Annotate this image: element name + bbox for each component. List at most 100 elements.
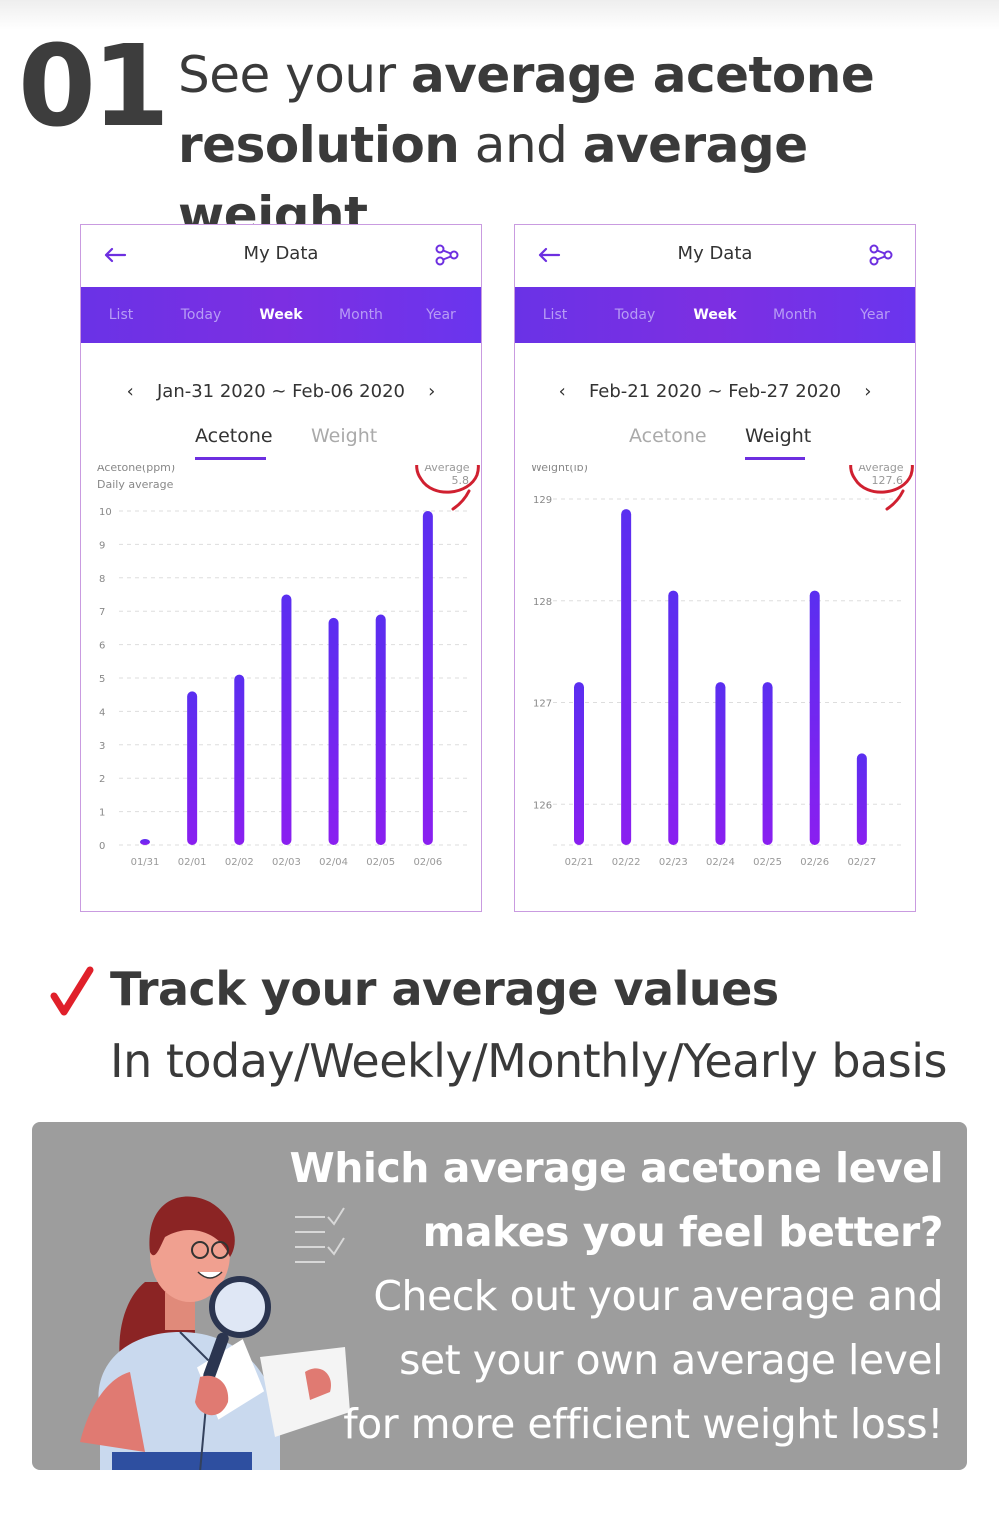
- date-range-row: ‹ Feb-21 2020 ~ Feb-27 2020 ›: [515, 381, 915, 402]
- date-range: Jan-31 2020 ~ Feb-06 2020: [156, 381, 405, 402]
- bar: [234, 674, 245, 845]
- share-icon[interactable]: [867, 241, 895, 269]
- y-tick-label: 0: [99, 841, 105, 852]
- y-axis-label-2: Daily average: [97, 478, 174, 491]
- average-circle: [415, 465, 480, 511]
- back-arrow-icon[interactable]: [101, 241, 129, 269]
- bar: [715, 682, 726, 845]
- chevron-right-icon[interactable]: ›: [428, 381, 436, 402]
- bar: [140, 839, 150, 845]
- segment-weight[interactable]: Weight: [745, 425, 812, 447]
- tab-today[interactable]: Today: [180, 307, 222, 323]
- bar: [187, 691, 198, 845]
- chevron-left-icon[interactable]: ‹: [126, 381, 134, 402]
- segment-acetone[interactable]: Acetone: [195, 425, 273, 447]
- y-axis-label: Acetone(ppm): [97, 465, 175, 474]
- average-label: Average: [424, 465, 469, 474]
- chevron-left-icon[interactable]: ‹: [558, 381, 566, 402]
- weight-chart: Weight(lb) 126 127 128 129 02/21 02/22 02/23 02/…: [531, 465, 914, 868]
- tab-list[interactable]: List: [108, 307, 134, 323]
- step-number: 01: [18, 22, 170, 152]
- metric-switch: Acetone Weight: [81, 425, 481, 461]
- y-tick-label: 8: [99, 574, 105, 585]
- y-tick-label: 6: [99, 641, 105, 652]
- bar: [762, 682, 773, 845]
- y-axis-label: Weight(lb): [531, 465, 588, 474]
- x-tick-label: 01/31: [131, 857, 160, 868]
- date-range-row: ‹ Jan-31 2020 ~ Feb-06 2020 ›: [81, 381, 481, 402]
- headline-bold-2: resolution: [178, 116, 460, 174]
- y-tick-label: 10: [99, 507, 112, 518]
- tab-today[interactable]: Today: [614, 307, 656, 323]
- app-bar: My Data: [515, 225, 915, 287]
- y-tick-label: 7: [99, 607, 105, 618]
- segment-acetone[interactable]: Acetone: [629, 425, 707, 447]
- promo-text: Which average acetone level makes you fe…: [289, 1136, 943, 1456]
- tab-month[interactable]: Month: [339, 307, 383, 323]
- app-bar: My Data: [81, 225, 481, 287]
- x-tick-label: 02/26: [800, 857, 829, 868]
- x-tick-label: 02/21: [565, 857, 594, 868]
- track-heading: Track your average values: [110, 962, 779, 1016]
- tab-year[interactable]: Year: [426, 307, 456, 323]
- promo-body-2: set your own average level: [399, 1336, 943, 1384]
- bar: [375, 614, 386, 845]
- bar: [574, 682, 584, 845]
- back-arrow-icon[interactable]: [535, 241, 563, 269]
- date-range: Feb-21 2020 ~ Feb-27 2020: [588, 381, 842, 402]
- bar: [668, 590, 679, 845]
- y-tick-label: 129: [533, 495, 552, 506]
- x-tick-label: 02/06: [413, 857, 442, 868]
- bar: [809, 590, 820, 845]
- x-tick-label: 02/04: [319, 857, 348, 868]
- phone-screen-acetone: My Data List Today Week Month Year ‹ Jan…: [80, 224, 482, 912]
- headline-bold-1: average acetone: [410, 46, 875, 104]
- segment-weight[interactable]: Weight: [311, 425, 378, 447]
- x-tick-label: 02/05: [366, 857, 395, 868]
- average-circle: [849, 465, 914, 511]
- x-tick-label: 02/24: [706, 857, 735, 868]
- period-tabbar: List Today Week Month Year: [81, 287, 481, 343]
- acetone-chart: Acetone(ppm) Daily average 0 1 2 3 4 5 6 7 8 9 10 01/…: [97, 465, 480, 868]
- woman-with-magnifier-illustration: [80, 1196, 350, 1470]
- bar: [856, 753, 867, 845]
- y-tick-label: 2: [99, 774, 105, 785]
- top-fade: [0, 0, 999, 30]
- y-tick-label: 3: [99, 741, 105, 752]
- average-value: 5.8: [452, 474, 470, 487]
- bar: [281, 594, 292, 845]
- promo-question-1: Which average acetone level: [289, 1144, 943, 1192]
- headline: See your average acetone resolution and …: [178, 40, 988, 250]
- app-title: My Data: [677, 243, 753, 264]
- x-tick-label: 02/03: [272, 857, 301, 868]
- bar: [328, 617, 339, 845]
- tab-week[interactable]: Week: [259, 307, 303, 323]
- average-label: Average: [858, 465, 903, 474]
- tab-week[interactable]: Week: [693, 307, 737, 323]
- x-tick-label: 02/01: [178, 857, 207, 868]
- promo-box: Which average acetone level makes you fe…: [32, 1122, 967, 1470]
- average-value: 127.6: [872, 474, 904, 487]
- bar: [422, 511, 433, 845]
- tab-year[interactable]: Year: [860, 307, 890, 323]
- tab-month[interactable]: Month: [773, 307, 817, 323]
- headline-plain-2: and: [459, 116, 583, 174]
- promo-question-2: makes you feel better?: [422, 1208, 944, 1256]
- promo-body-3: for more efficient weight loss!: [343, 1400, 943, 1448]
- bar: [621, 509, 632, 845]
- chevron-right-icon[interactable]: ›: [864, 381, 872, 402]
- headline-plain-1: See your: [178, 46, 411, 104]
- segment-underline: [195, 457, 266, 460]
- x-tick-label: 02/22: [612, 857, 641, 868]
- y-tick-label: 1: [99, 808, 105, 819]
- tab-list[interactable]: List: [542, 307, 568, 323]
- app-title: My Data: [243, 243, 319, 264]
- metric-switch: Acetone Weight: [515, 425, 915, 461]
- share-icon[interactable]: [433, 241, 461, 269]
- y-tick-label: 126: [533, 800, 552, 811]
- phone-screen-weight: My Data List Today Week Month Year ‹ Feb…: [514, 224, 916, 912]
- x-tick-label: 02/25: [753, 857, 782, 868]
- promo-body-1: Check out your average and: [373, 1272, 943, 1320]
- track-subheading: In today/Weekly/Monthly/Yearly basis: [110, 1034, 947, 1088]
